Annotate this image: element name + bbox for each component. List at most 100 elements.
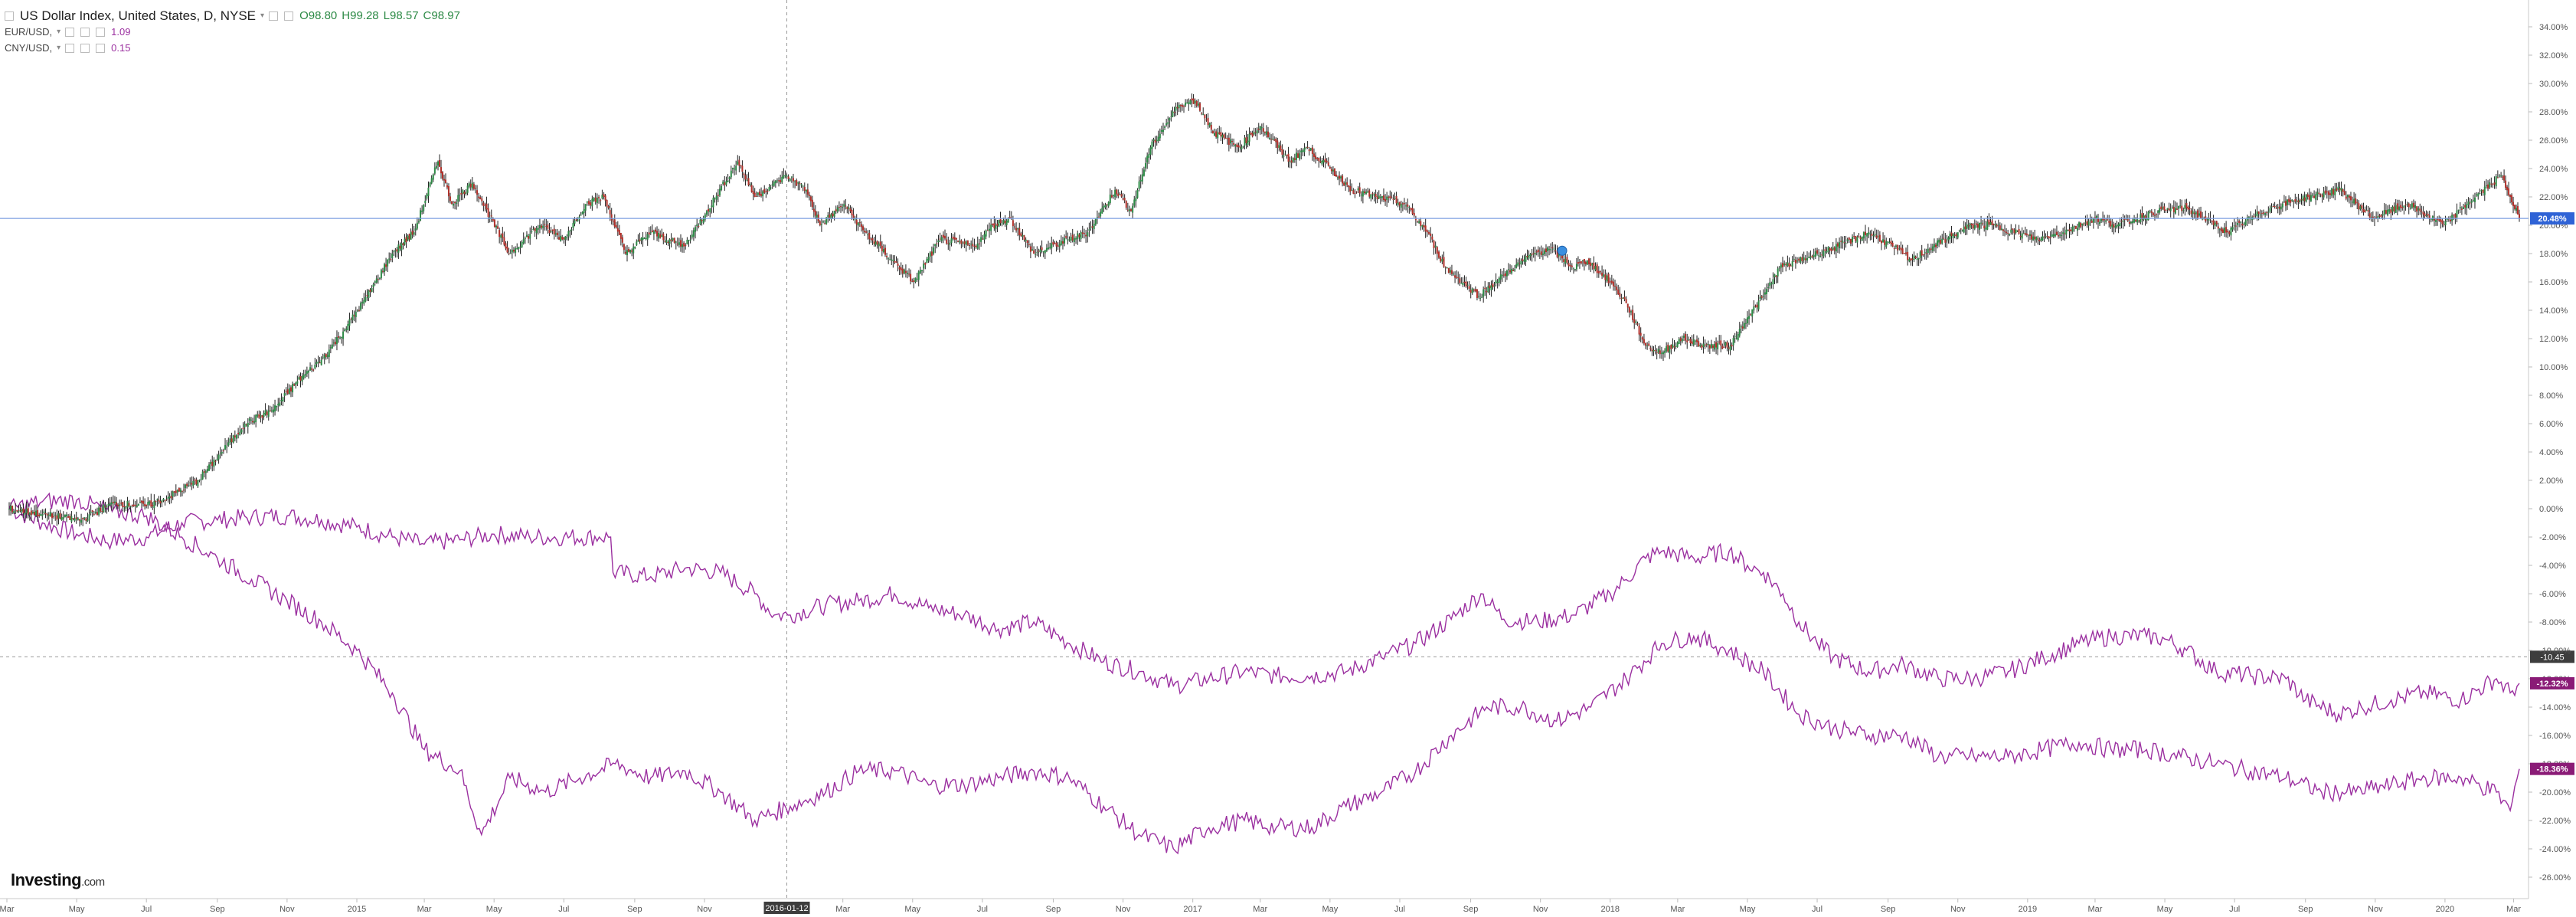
candle-body [2422, 211, 2424, 215]
candle-body [1468, 286, 1470, 289]
overlay-name[interactable]: CNY/USD, [5, 42, 53, 54]
candle-body [1138, 181, 1140, 189]
candle-body [211, 461, 214, 467]
candle-body [833, 211, 835, 217]
candle-body [1392, 198, 1394, 200]
candle-body [1941, 238, 1943, 244]
candle-body [263, 413, 265, 418]
visibility-toggle-icon[interactable] [269, 11, 279, 21]
chevron-down-icon[interactable]: ▾ [57, 28, 61, 36]
candle-body [67, 516, 70, 518]
candle-body [213, 459, 215, 467]
candle-body [534, 228, 536, 231]
candle-body [763, 188, 766, 193]
candle-body [88, 514, 90, 520]
legend-overlay-eurusd[interactable]: EUR/USD, ▾ 1.09 [5, 24, 460, 40]
candle-body [1545, 248, 1547, 253]
legend-overlay-cnyusd[interactable]: CNY/USD, ▾ 0.15 [5, 40, 460, 56]
candle-body [563, 237, 565, 240]
chart-legend: US Dollar Index, United States, D, NYSE … [5, 8, 460, 56]
candle-body [239, 431, 241, 436]
candle-body [730, 170, 732, 178]
candle-body [1436, 247, 1438, 254]
candle-body [1215, 131, 1218, 137]
candle-body [1520, 260, 1522, 265]
candle-body [1446, 267, 1448, 269]
candle-body [1088, 229, 1090, 231]
candle-body [1109, 194, 1111, 203]
candle-body [884, 247, 886, 255]
chevron-down-icon[interactable]: ▾ [260, 11, 265, 20]
candle-body [1418, 221, 1420, 224]
collapse-legend-icon[interactable] [5, 11, 14, 21]
y-tick-label: 8.00% [2539, 391, 2563, 401]
candle-body [2102, 218, 2104, 221]
candle-body [208, 464, 211, 471]
candle-body [741, 165, 744, 172]
candle-body [2401, 207, 2404, 208]
y-tick-label: 0.00% [2539, 505, 2563, 514]
candle-body [2356, 201, 2359, 203]
candle-body [2460, 208, 2463, 210]
settings-toggle-icon[interactable] [284, 11, 294, 21]
candle-body [1796, 260, 1799, 262]
candle-body [152, 505, 154, 506]
candle-body [525, 234, 528, 237]
candle-body [1769, 282, 1771, 287]
candle-body [41, 514, 44, 516]
y-tick-label: 30.00% [2539, 80, 2568, 89]
y-tick-label: 24.00% [2539, 165, 2568, 174]
overlay-name[interactable]: EUR/USD, [5, 26, 53, 38]
candle-body [754, 192, 756, 197]
candle-body [1830, 248, 1832, 251]
candle-body [2324, 190, 2326, 194]
chevron-down-icon[interactable]: ▾ [57, 44, 61, 52]
visibility-toggle-icon[interactable] [65, 27, 75, 37]
candle-body [624, 251, 626, 254]
candle-body [371, 288, 373, 292]
remove-overlay-icon[interactable] [96, 43, 106, 53]
candle-body [990, 224, 992, 231]
candle-body [2132, 221, 2134, 224]
candle-body [786, 175, 788, 177]
remove-overlay-icon[interactable] [96, 27, 106, 37]
candle-body [2316, 192, 2319, 195]
candle-body [2482, 189, 2484, 193]
candle-body [919, 270, 921, 273]
candle-body [1443, 257, 1445, 267]
candle-body [499, 230, 501, 237]
candle-body [417, 221, 420, 223]
candle-body [892, 260, 894, 261]
candle-body [232, 435, 234, 443]
candle-body [583, 209, 585, 214]
candle-body [478, 196, 480, 198]
candle-body [2514, 205, 2516, 209]
visibility-toggle-icon[interactable] [65, 43, 75, 53]
candle-body [705, 211, 708, 215]
candle-body [584, 204, 587, 211]
candle-body [685, 244, 687, 247]
candle-body [1897, 244, 1899, 251]
candle-body [112, 502, 114, 503]
candle-body [846, 207, 848, 209]
main-series-title[interactable]: US Dollar Index, United States, D, NYSE [20, 8, 257, 23]
candle-body [698, 225, 700, 227]
candle-body [465, 192, 467, 194]
settings-toggle-icon[interactable] [80, 27, 90, 37]
candle-body [255, 414, 257, 422]
candle-body [646, 234, 649, 240]
candle-body [2313, 195, 2316, 198]
settings-toggle-icon[interactable] [80, 43, 90, 53]
candle-body [1808, 257, 1810, 258]
y-tick-label: 32.00% [2539, 51, 2568, 61]
legend-main-row[interactable]: US Dollar Index, United States, D, NYSE … [5, 8, 460, 24]
candle-body [1616, 287, 1618, 290]
candle-body [816, 215, 818, 218]
candle-body [2408, 203, 2410, 208]
candle-body [144, 503, 146, 507]
candle-body [54, 514, 57, 516]
candle-body [1228, 137, 1230, 146]
candle-body [1421, 224, 1424, 228]
candle-body [13, 510, 15, 514]
